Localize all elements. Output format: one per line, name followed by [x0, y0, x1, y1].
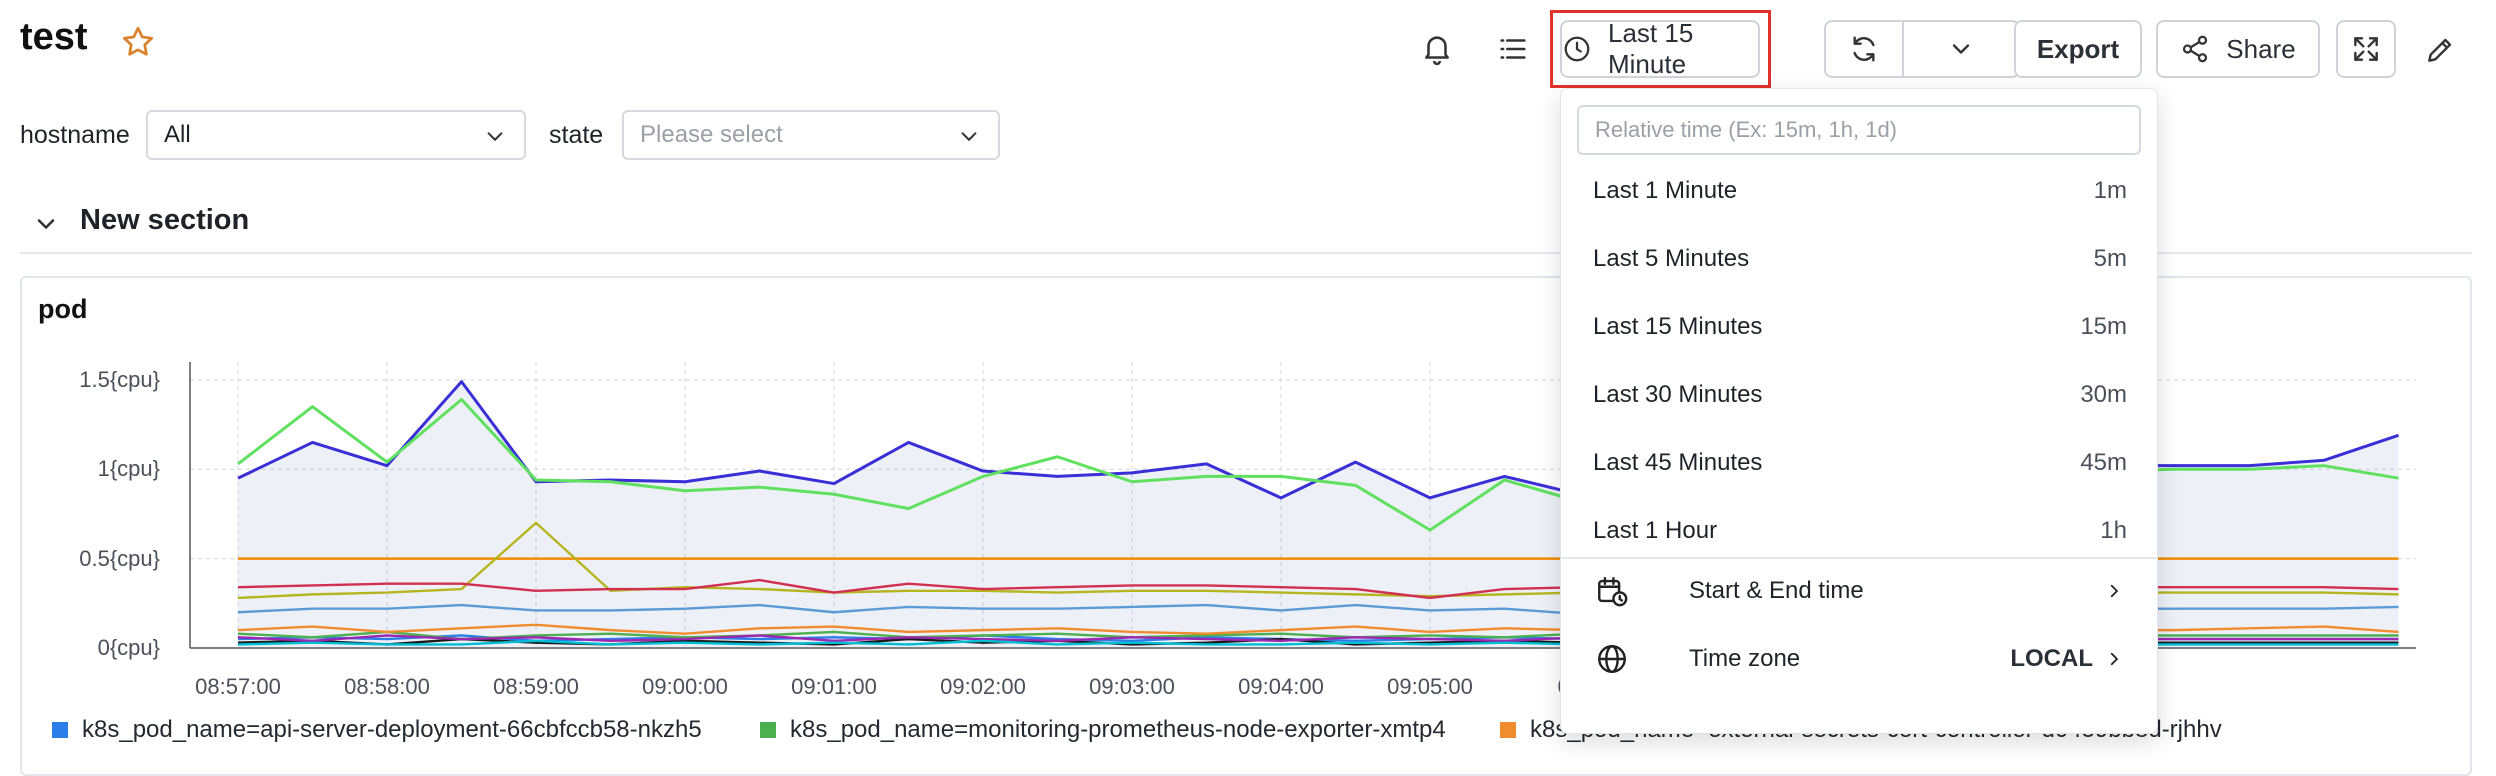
- section-collapse-chevron-icon[interactable]: [28, 206, 64, 242]
- x-tick-label: 09:00:00: [642, 674, 728, 699]
- time-option-shortcut: 15m: [2080, 313, 2127, 340]
- share-label: Share: [2226, 33, 2296, 64]
- x-tick-label: 09:03:00: [1089, 674, 1175, 699]
- time-zone-label: Time zone: [1689, 645, 1801, 672]
- x-tick-label: 08:57:00: [195, 674, 281, 699]
- relative-time-input[interactable]: [1577, 105, 2141, 155]
- y-tick-label: 1{cpu}: [97, 456, 160, 482]
- favorite-star-icon[interactable]: [118, 22, 158, 62]
- time-option-shortcut: 45m: [2080, 449, 2127, 476]
- time-option-shortcut: 1h: [2100, 517, 2127, 544]
- time-zone-item[interactable]: Time zone LOCAL: [1561, 627, 2157, 691]
- start-end-time-item[interactable]: Start & End time: [1561, 559, 2157, 623]
- fullscreen-button[interactable]: [2336, 20, 2396, 78]
- time-option[interactable]: Last 5 Minutes 5m: [1561, 229, 2157, 289]
- x-tick-label: 09:05:00: [1387, 674, 1473, 699]
- hostname-select-value: All: [164, 121, 191, 148]
- panel-title: pod: [38, 294, 88, 324]
- y-tick-label: 0{cpu}: [97, 635, 160, 660]
- time-option-label: Last 45 Minutes: [1593, 449, 1763, 476]
- export-label: Export: [2036, 33, 2120, 64]
- legend-label: k8s_pod_name=api-server-deployment-66cbf…: [82, 716, 702, 743]
- time-option[interactable]: Last 15 Minutes 15m: [1561, 297, 2157, 357]
- time-option-label: Last 5 Minutes: [1593, 245, 1750, 272]
- time-option[interactable]: Last 1 Minute 1m: [1561, 161, 2157, 221]
- dashboard-title: test: [20, 16, 88, 58]
- dropdown-divider: [1561, 557, 2157, 559]
- list-icon[interactable]: [1492, 28, 1534, 70]
- globe-icon: [1598, 645, 1626, 673]
- export-button[interactable]: Export: [2014, 20, 2142, 78]
- chevron-down-icon: [1947, 35, 1975, 63]
- time-option[interactable]: Last 1 Hour 1h: [1561, 501, 2157, 561]
- state-select-placeholder: Please select: [640, 121, 783, 148]
- bell-icon[interactable]: [1416, 28, 1458, 70]
- time-option[interactable]: Last 45 Minutes 45m: [1561, 433, 2157, 493]
- legend-item[interactable]: k8s_pod_name=api-server-deployment-66cbf…: [52, 716, 702, 744]
- calendar-clock-icon: [1598, 577, 1628, 607]
- edit-pencil-icon[interactable]: [2418, 28, 2462, 72]
- legend-swatch: [1500, 722, 1516, 738]
- x-tick-label: 08:58:00: [344, 674, 430, 699]
- chevron-right-icon: [2110, 652, 2118, 666]
- time-range-highlight: [1550, 10, 1771, 88]
- x-tick-label: 09:01:00: [791, 674, 877, 699]
- time-option-shortcut: 30m: [2080, 381, 2127, 408]
- chevron-right-icon: [2110, 584, 2118, 598]
- x-tick-label: 09:02:00: [940, 674, 1026, 699]
- y-tick-label: 0.5{cpu}: [79, 545, 160, 571]
- x-tick-label: 09:04:00: [1238, 674, 1324, 699]
- time-option[interactable]: Last 30 Minutes 30m: [1561, 365, 2157, 425]
- state-select[interactable]: Please select: [622, 110, 1000, 160]
- time-option-label: Last 30 Minutes: [1593, 381, 1763, 408]
- refresh-icon: [1848, 33, 1880, 65]
- time-option-label: Last 15 Minutes: [1593, 313, 1763, 340]
- time-option-shortcut: 1m: [2093, 177, 2127, 204]
- clock-icon: [1562, 34, 1592, 64]
- time-option-label: Last 1 Minute: [1593, 177, 1738, 204]
- chevron-down-icon: [487, 132, 503, 141]
- y-tick-label: 1.5{cpu}: [79, 366, 160, 392]
- refresh-button[interactable]: [1824, 20, 1904, 78]
- legend-item[interactable]: k8s_pod_name=monitoring-prometheus-node-…: [760, 716, 1446, 744]
- time-range-dropdown: Last 1 Minute 1m Last 5 Minutes 5m Last 15 M…: [1560, 88, 2158, 734]
- section-title: New section: [80, 204, 250, 236]
- legend-swatch: [52, 722, 68, 738]
- legend-label: k8s_pod_name=monitoring-prometheus-node-…: [790, 716, 1446, 743]
- legend-swatch: [760, 722, 776, 738]
- time-zone-value: LOCAL: [2010, 645, 2093, 672]
- start-end-time-label: Start & End time: [1689, 577, 1864, 604]
- time-range-button[interactable]: Last 15 Minute: [1560, 18, 1760, 79]
- hostname-select[interactable]: All: [146, 110, 526, 160]
- chevron-down-icon: [961, 132, 977, 141]
- state-filter-label: state: [549, 121, 604, 149]
- time-option-shortcut: 5m: [2093, 245, 2127, 272]
- section-header: [20, 198, 2472, 254]
- time-option-label: Last 1 Hour: [1593, 517, 1718, 544]
- time-range-label: Last 15 Minute: [1608, 18, 1694, 79]
- x-tick-label: 08:59:00: [493, 674, 579, 699]
- expand-icon: [2350, 33, 2382, 65]
- share-button[interactable]: Share: [2156, 20, 2320, 78]
- share-icon: [2180, 34, 2210, 64]
- hostname-filter-label: hostname: [20, 121, 130, 149]
